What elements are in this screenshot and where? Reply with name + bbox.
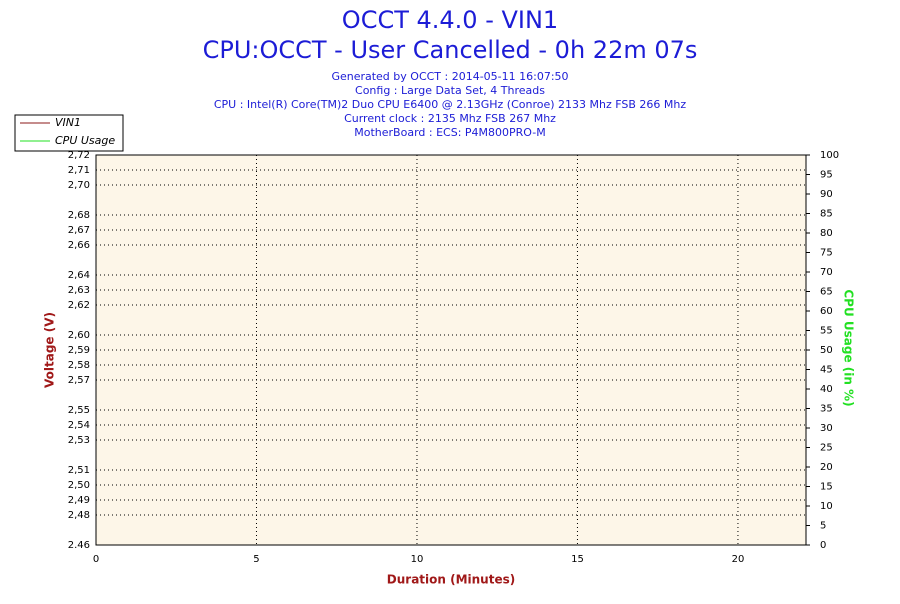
chart-title: OCCT 4.4.0 - VIN1	[342, 6, 558, 34]
y2-tick-label: 85	[820, 209, 833, 220]
info-line: CPU : Intel(R) Core(TM)2 Duo CPU E6400 @…	[214, 98, 686, 111]
y-tick-label: 2,51	[68, 465, 90, 476]
x-tick-label: 20	[732, 554, 745, 565]
info-line: Config : Large Data Set, 4 Threads	[355, 84, 545, 97]
y2-tick-label: 100	[820, 150, 839, 161]
y-tick-label: 2,70	[68, 180, 90, 191]
y-tick-label: 2,50	[68, 480, 90, 491]
y-tick-label: 2.46	[68, 540, 90, 551]
y-tick-label: 2,62	[68, 300, 90, 311]
plot-area	[96, 155, 806, 545]
legend-label: CPU Usage	[55, 134, 115, 147]
x-tick-label: 10	[411, 554, 424, 565]
y2-tick-label: 80	[820, 228, 833, 239]
y2-tick-label: 65	[820, 287, 833, 298]
y-tick-label: 2,66	[68, 240, 90, 251]
y2-tick-label: 35	[820, 404, 833, 415]
y-tick-label: 2,53	[68, 435, 90, 446]
y-axis-label: Voltage (V)	[43, 312, 57, 388]
y-tick-label: 2,59	[68, 345, 90, 356]
y2-tick-label: 75	[820, 248, 833, 259]
y-tick-label: 2,60	[68, 330, 90, 341]
y-tick-label: 2,49	[68, 495, 90, 506]
x-tick-label: 5	[253, 554, 259, 565]
y2-tick-label: 15	[820, 482, 833, 493]
y-tick-label: 2,64	[68, 270, 90, 281]
y2-tick-label: 25	[820, 443, 833, 454]
y-tick-label: 2,48	[68, 510, 90, 521]
y-tick-label: 2,58	[68, 360, 90, 371]
legend-box	[14, 114, 124, 152]
y2-tick-label: 60	[820, 306, 833, 317]
y2-tick-label: 30	[820, 423, 833, 434]
y-tick-label: 2,68	[68, 210, 90, 221]
y2-tick-label: 45	[820, 365, 833, 376]
chart-subtitle: CPU:OCCT - User Cancelled - 0h 22m 07s	[203, 36, 698, 64]
y-tick-label: 2,57	[68, 375, 90, 386]
y2-tick-label: 10	[820, 501, 833, 512]
info-line: Generated by OCCT : 2014-05-11 16:07:50	[331, 70, 568, 83]
y2-tick-label: 50	[820, 345, 833, 356]
y2-tick-label: 95	[820, 170, 833, 181]
y2-tick-label: 20	[820, 462, 833, 473]
y-tick-label: 2,63	[68, 285, 90, 296]
y2-tick-label: 90	[820, 189, 833, 200]
plot-frame	[95, 154, 807, 546]
info-line: Current clock : 2135 Mhz FSB 267 Mhz	[344, 112, 556, 125]
y2-tick-label: 0	[820, 540, 826, 551]
info-line: MotherBoard : ECS: P4M800PRO-M	[354, 126, 545, 139]
y-tick-label: 2,67	[68, 225, 90, 236]
y-tick-label: 2,71	[68, 165, 90, 176]
x-axis-label: Duration (Minutes)	[387, 573, 515, 587]
y2-tick-label: 70	[820, 267, 833, 278]
y2-axis-label: CPU Usage (in %)	[842, 289, 856, 406]
y2-tick-label: 55	[820, 326, 833, 337]
legend-label: VIN1	[55, 116, 81, 129]
y2-tick-label: 5	[820, 521, 826, 532]
y-tick-label: 2,55	[68, 405, 90, 416]
x-tick-label: 15	[571, 554, 584, 565]
x-tick-label: 0	[93, 554, 99, 565]
y2-tick-label: 40	[820, 384, 833, 395]
y-tick-label: 2,72	[68, 150, 90, 161]
y-tick-label: 2,54	[68, 420, 90, 431]
